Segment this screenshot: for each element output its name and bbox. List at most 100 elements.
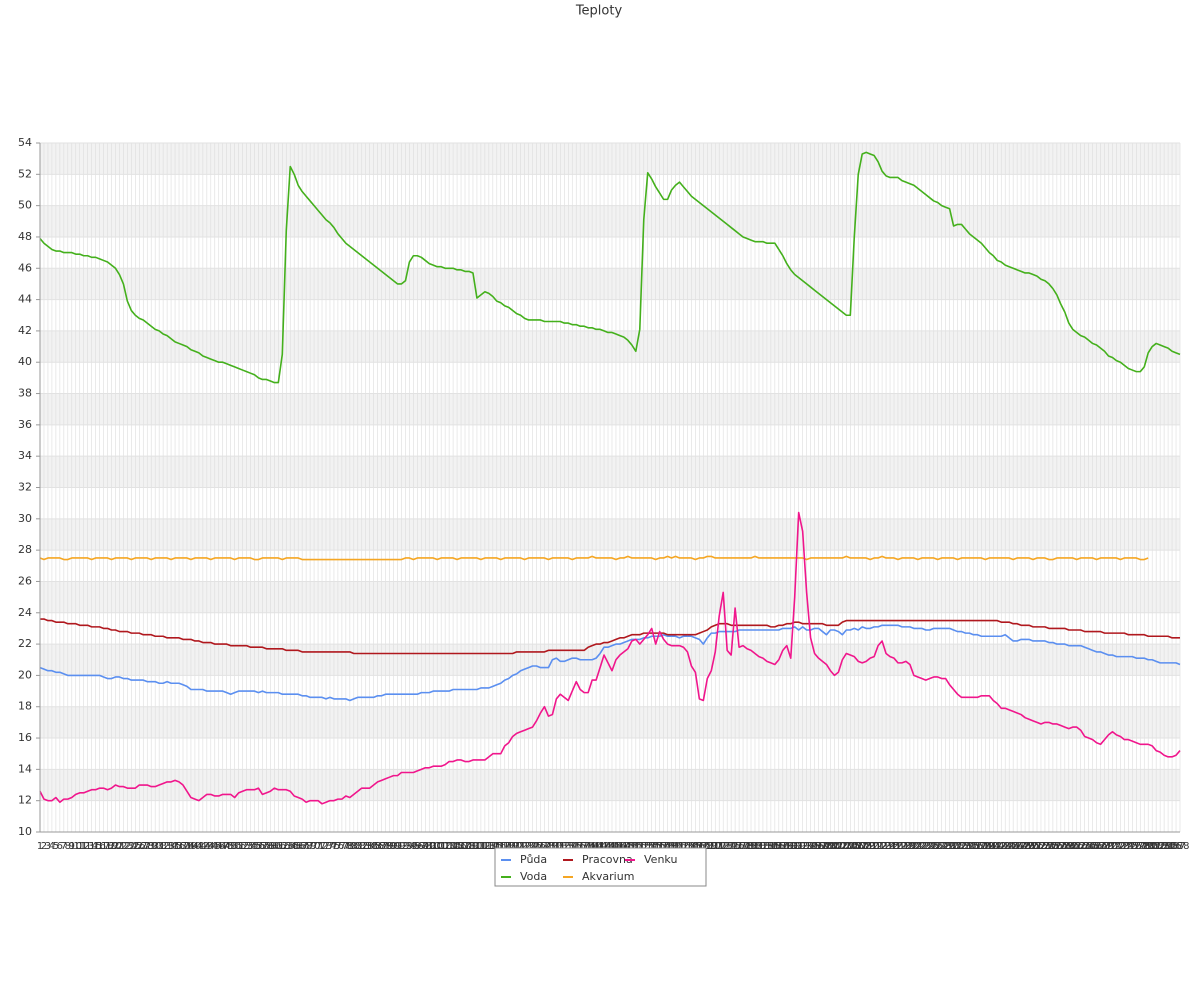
legend-label: Půda [520,853,547,866]
x-tick-label: 181 [745,841,764,852]
legend-box [494,847,707,887]
x-tick-label: 135 [563,841,582,852]
x-tick-label: 153 [634,841,653,852]
x-tick-label: 11 [73,841,86,852]
chart-title: Teploty [575,4,623,19]
x-tick-label: 76 [332,841,345,852]
x-tick-label: 140 [583,841,602,852]
x-tick-label: 193 [793,841,812,852]
legend-label: Akvarium [582,870,634,883]
x-tick-label: 221 [904,841,923,852]
x-tick-label: 161 [666,841,685,852]
x-tick-label: 19 [105,841,118,852]
x-tick-label: 160 [662,841,681,852]
x-tick-label: 8 [65,841,71,852]
x-tick-label: 253 [1031,841,1050,852]
x-tick-label: 73 [320,841,333,852]
x-tick-label: 74 [324,841,337,852]
x-tick-label: 31 [153,841,166,852]
x-tick-label: 175 [722,841,741,852]
x-tick-label: 195 [801,841,820,852]
x-tick-label: 32 [157,841,170,852]
x-tick-label: 33 [161,841,174,852]
x-tick-label: 67 [296,841,309,852]
x-tick-label: 21 [113,841,126,852]
x-tick-label: 58 [260,841,273,852]
x-tick-label: 218 [892,841,911,852]
x-tick-label: 46 [212,841,225,852]
y-tick-label: 40 [18,355,32,368]
x-tick-label: 61 [272,841,285,852]
x-tick-label: 149 [618,841,637,852]
x-tick-label: 210 [861,841,880,852]
grid-band [40,456,1180,488]
y-tick-label: 52 [18,167,32,180]
y-tick-label: 38 [18,387,32,400]
x-tick-label: 262 [1067,841,1086,852]
x-tick-label: 282 [1147,841,1166,852]
x-tick-label: 147 [610,841,629,852]
x-tick-label: 118 [495,841,514,852]
x-tick-label: 206 [845,841,864,852]
x-tick-label: 257 [1047,841,1066,852]
y-tick-label: 44 [18,293,32,306]
x-tick-label: 163 [674,841,693,852]
x-tick-label: 71 [312,841,325,852]
x-tick-label: 165 [682,841,701,852]
x-tick-label: 241 [984,841,1003,852]
x-tick-label: 188 [773,841,792,852]
grid-band [40,644,1180,676]
x-tick-label: 98 [419,841,432,852]
x-tick-label: 209 [857,841,876,852]
x-tick-label: 191 [785,841,804,852]
x-tick-label: 265 [1079,841,1098,852]
grid-band [40,393,1180,425]
x-tick-label: 166 [686,841,705,852]
x-tick-label: 179 [737,841,756,852]
x-tick-label: 177 [730,841,749,852]
x-tick-label: 84 [363,841,376,852]
x-tick-label: 16 [93,841,106,852]
y-tick-label: 26 [18,574,32,587]
x-tick-label: 105 [444,841,463,852]
x-tick-label: 7 [61,841,67,852]
x-tick-label: 34 [165,841,178,852]
x-tick-label: 48 [220,841,233,852]
series-line [39,511,1181,805]
x-tick-label: 247 [1008,841,1027,852]
x-tick-label: 63 [280,841,293,852]
x-tick-label: 66 [292,841,305,852]
x-tick-label: 132 [551,841,570,852]
x-tick-label: 280 [1139,841,1158,852]
x-tick-label: 249 [1016,841,1035,852]
x-tick-label: 176 [726,841,745,852]
x-tick-label: 13 [81,841,94,852]
x-tick-label: 83 [359,841,372,852]
x-tick-label: 51 [232,841,245,852]
x-tick-label: 232 [948,841,967,852]
x-tick-label: 89 [383,841,396,852]
legend-label: Venku [644,853,677,866]
series-line [39,151,1181,384]
x-tick-label: 192 [789,841,808,852]
y-tick-label: 34 [18,449,32,462]
x-tick-label: 148 [614,841,633,852]
x-tick-label: 53 [240,841,253,852]
x-tick-label: 57 [256,841,269,852]
y-tick-label: 30 [18,512,32,525]
x-tick-label: 97 [415,841,428,852]
x-tick-label: 226 [924,841,943,852]
x-tick-label: 159 [658,841,677,852]
x-tick-label: 182 [749,841,768,852]
y-tick-label: 32 [18,481,32,494]
x-tick-label: 104 [440,841,459,852]
x-tick-label: 267 [1087,841,1106,852]
x-tick-label: 44 [204,841,217,852]
y-tick-label: 16 [18,731,32,744]
x-tick-label: 113 [475,841,494,852]
x-tick-label: 43 [200,841,213,852]
x-tick-label: 202 [829,841,848,852]
x-tick-label: 124 [519,841,538,852]
x-tick-label: 170 [702,841,721,852]
x-tick-label: 35 [169,841,182,852]
